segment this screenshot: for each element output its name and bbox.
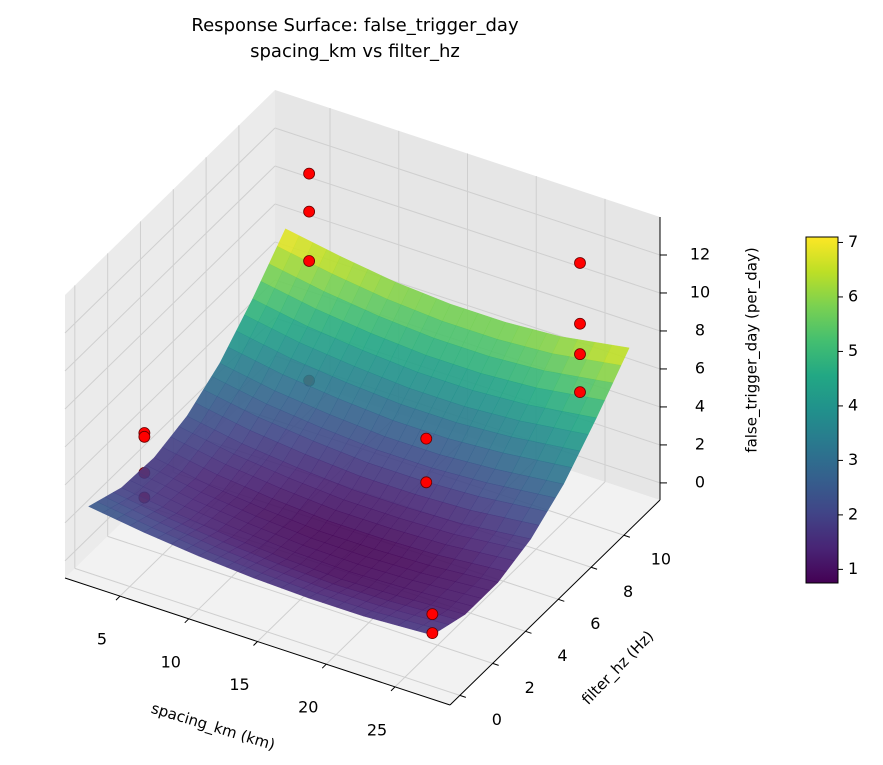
x-tick	[390, 686, 396, 692]
colorbar-tick-label: 5	[848, 341, 858, 360]
x-tick	[115, 595, 121, 601]
y-tick	[558, 598, 565, 602]
scatter-point	[574, 257, 586, 269]
chart-subtitle: spacing_km vs filter_hz	[250, 41, 460, 62]
scatter-point	[303, 255, 316, 267]
y-tick-label: 4	[557, 646, 567, 665]
grid-line	[74, 567, 461, 696]
scatter-point	[574, 348, 586, 361]
grid-line	[394, 481, 606, 688]
z-axis-label: false_trigger_day (per_day)	[743, 247, 762, 452]
colorbar-tick-label: 4	[848, 395, 858, 414]
scatter-point	[138, 430, 151, 443]
colorbar-fill	[805, 236, 839, 584]
scatter-point	[426, 608, 439, 621]
scatter-point	[426, 627, 439, 640]
scatter-point	[420, 476, 433, 489]
colorbar-tick-label: 3	[848, 450, 858, 469]
z-tick-label: 8	[695, 320, 705, 339]
x-axis-label: spacing_km (km)	[149, 699, 277, 755]
x-tick-label: 20	[298, 698, 318, 717]
colorbar-tick-label: 2	[848, 504, 858, 523]
y-tick	[492, 662, 499, 666]
y-tick	[459, 694, 467, 698]
grid-line	[64, 279, 276, 486]
colorbar-tick-label: 6	[848, 286, 858, 305]
y-tick	[525, 630, 532, 634]
x-tick-label: 25	[367, 720, 387, 739]
grid-line	[64, 165, 276, 372]
scatter-point	[574, 386, 586, 399]
z-tick-label: 0	[695, 472, 705, 491]
grid-line	[274, 127, 661, 256]
scatter-point	[303, 205, 316, 218]
grid-line	[64, 241, 276, 448]
y-tick-label: 6	[590, 614, 600, 633]
left-pane	[65, 90, 275, 578]
grid-line	[274, 203, 661, 332]
z-tick-label: 12	[690, 244, 710, 263]
y-axis-line	[449, 499, 661, 706]
grid-line	[64, 127, 276, 334]
z-tick-label: 2	[695, 434, 705, 453]
chart-title: Response Surface: false_trigger_day	[191, 15, 519, 36]
y-tick	[623, 534, 631, 538]
x-tick	[184, 618, 190, 624]
scatter-point	[420, 432, 433, 445]
scatter-point	[303, 167, 316, 180]
grid-line	[107, 535, 493, 664]
z-tick-label: 4	[695, 396, 705, 415]
scatter-point	[574, 317, 586, 330]
y-axis-label: filter_hz (Hz)	[578, 627, 658, 709]
y-tick-label: 0	[492, 710, 502, 729]
plot-area	[88, 167, 630, 640]
x-tick-label: 5	[97, 630, 107, 649]
x-tick-label: 10	[161, 652, 181, 671]
colorbar-tick-label: 1	[848, 559, 858, 578]
grid-line	[274, 165, 661, 294]
colorbar: 1 2 3 4 5 6 7	[805, 232, 858, 584]
grid-line	[64, 203, 276, 410]
x-tick-label: 15	[229, 675, 249, 694]
y-tick-label: 10	[651, 550, 671, 569]
y-tick-label: 2	[525, 678, 535, 697]
z-tick-label: 10	[690, 282, 710, 301]
y-tick-label: 8	[623, 582, 633, 601]
x-tick	[321, 663, 327, 669]
y-tick	[590, 566, 598, 570]
z-tick-label: 6	[695, 358, 705, 377]
colorbar-tick-label: 7	[848, 232, 858, 251]
x-tick	[253, 641, 258, 646]
